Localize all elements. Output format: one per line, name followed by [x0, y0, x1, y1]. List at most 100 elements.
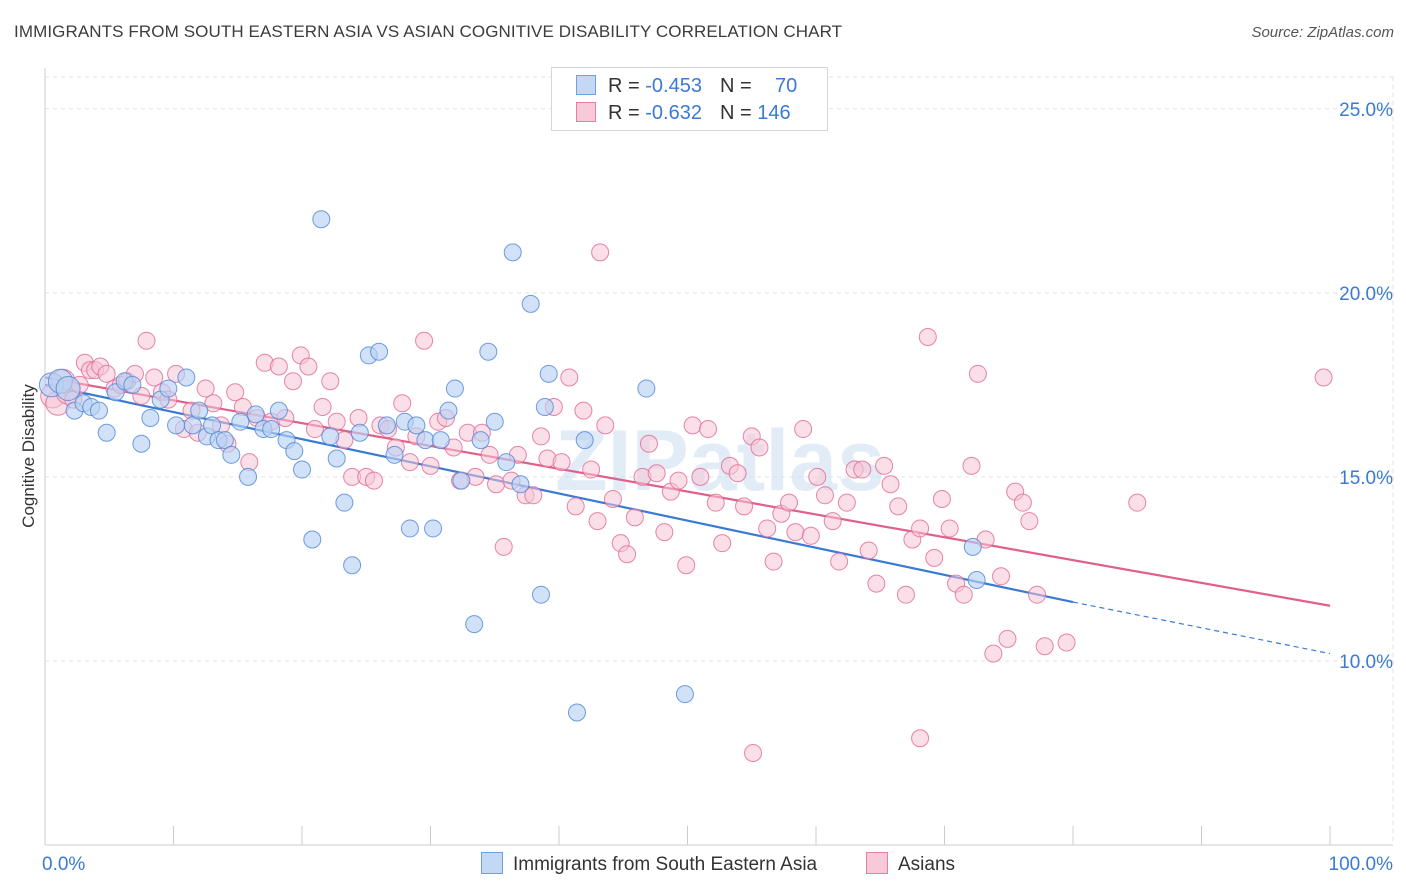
point-immigrants — [424, 519, 443, 538]
point-asians — [699, 420, 718, 439]
point-asians — [830, 552, 849, 571]
point-immigrants — [485, 412, 504, 431]
point-asians — [713, 534, 732, 553]
point-asians — [415, 331, 434, 350]
point-immigrants — [407, 416, 426, 435]
point-asians — [801, 526, 820, 545]
x-tick-label: 0.0% — [42, 854, 85, 875]
point-asians — [867, 574, 886, 593]
point-asians — [911, 519, 930, 538]
point-asians — [728, 464, 747, 483]
chart-source: Source: ZipAtlas.com — [1251, 24, 1394, 41]
point-immigrants — [239, 467, 258, 486]
point-immigrants — [479, 342, 498, 361]
point-asians — [962, 456, 981, 475]
point-asians — [655, 523, 674, 542]
point-immigrants — [285, 442, 304, 461]
point-immigrants — [445, 379, 464, 398]
point-immigrants — [141, 409, 160, 428]
point-asians — [204, 394, 223, 413]
point-asians — [808, 467, 827, 486]
point-asians — [1028, 585, 1047, 604]
point-asians — [735, 497, 754, 516]
point-asians — [196, 379, 215, 398]
point-asians — [1035, 637, 1054, 656]
point-immigrants — [303, 530, 322, 549]
legend-swatch-pink-icon — [576, 102, 596, 122]
legend-n-value: 70 — [774, 75, 798, 97]
bottom-legend-label: Immigrants from South Eastern Asia — [513, 854, 818, 875]
point-asians — [786, 523, 805, 542]
point-asians — [968, 364, 987, 383]
point-immigrants — [246, 405, 265, 424]
point-immigrants — [967, 570, 986, 589]
point-immigrants — [167, 416, 186, 435]
trend-line-immigrants-extension — [1072, 601, 1331, 655]
bottom-legend-asians: Asians — [866, 852, 955, 876]
point-immigrants — [535, 397, 554, 416]
point-asians — [647, 464, 666, 483]
point-immigrants — [327, 449, 346, 468]
point-immigrants — [293, 460, 311, 479]
point-asians — [625, 508, 644, 527]
point-immigrants — [439, 401, 458, 420]
legend-r-label: R = — [608, 102, 646, 124]
point-immigrants — [377, 416, 396, 435]
point-asians — [823, 512, 842, 531]
point-immigrants — [511, 475, 530, 494]
point-asians — [837, 493, 856, 512]
point-asians — [992, 567, 1011, 586]
point-asians — [524, 486, 543, 505]
point-asians — [954, 585, 973, 604]
point-immigrants — [503, 243, 522, 262]
point-asians — [875, 456, 894, 475]
data-points — [38, 210, 1333, 762]
point-asians — [321, 372, 340, 391]
point-asians — [532, 427, 551, 446]
point-immigrants — [567, 703, 586, 722]
point-asians — [393, 394, 412, 413]
legend-n-label: N = — [719, 102, 758, 124]
y-axis-label: Cognitive Disability — [19, 384, 38, 528]
point-immigrants — [97, 423, 116, 442]
point-immigrants — [675, 685, 694, 704]
point-asians — [97, 364, 116, 383]
point-asians — [815, 486, 834, 505]
point-asians — [677, 556, 696, 575]
point-immigrants — [335, 493, 354, 512]
point-asians — [591, 243, 610, 262]
bottom-legend-immigrants: Immigrants from South Eastern Asia — [481, 852, 817, 876]
point-immigrants — [452, 471, 471, 490]
point-asians — [998, 629, 1017, 648]
point-immigrants — [350, 423, 369, 442]
point-asians — [588, 512, 607, 531]
point-immigrants — [159, 379, 178, 398]
point-asians — [364, 471, 383, 490]
point-asians — [639, 434, 658, 453]
point-immigrants — [177, 368, 196, 387]
point-asians — [582, 460, 601, 479]
point-asians — [284, 372, 303, 391]
point-immigrants — [231, 412, 250, 431]
y-tick-label: 20.0% — [1339, 284, 1393, 305]
point-asians — [758, 519, 777, 538]
stats-legend: R = -0.453 N = 70 R = -0.632 N = 146 — [551, 67, 828, 131]
point-immigrants — [222, 445, 241, 464]
point-asians — [299, 357, 318, 376]
point-asians — [400, 453, 419, 472]
tick-labels: 10.0% 15.0% 20.0% 25.0% 0.0% 100.0% — [42, 100, 1393, 875]
legend-n-value: 146 — [757, 102, 791, 124]
point-asians — [603, 489, 622, 508]
point-asians — [137, 331, 156, 350]
point-asians — [764, 552, 783, 571]
axes — [44, 68, 1393, 846]
point-asians — [1013, 493, 1032, 512]
point-immigrants — [370, 342, 389, 361]
point-asians — [780, 493, 799, 512]
bottom-swatch-blue-icon — [481, 852, 503, 874]
point-asians — [859, 541, 878, 560]
point-asians — [744, 743, 763, 762]
chart-title: IMMIGRANTS FROM SOUTH EASTERN ASIA VS AS… — [14, 22, 843, 41]
point-asians — [596, 416, 615, 435]
point-asians — [896, 585, 915, 604]
